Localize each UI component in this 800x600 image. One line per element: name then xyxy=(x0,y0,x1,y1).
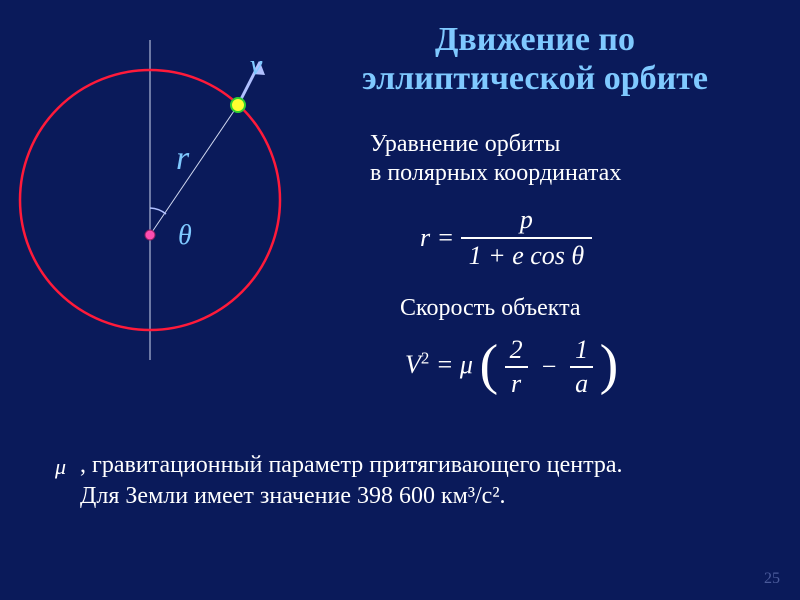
rparen-icon: ) xyxy=(600,337,619,393)
formula2-a-den: r xyxy=(505,368,528,399)
formula2-sup: 2 xyxy=(421,348,429,367)
formula1-lhs: r xyxy=(420,223,430,253)
formula2-b-num: 1 xyxy=(570,335,593,368)
radius-line xyxy=(150,105,238,235)
page-number: 25 xyxy=(764,570,780,588)
subtitle-velocity: Скорость объекта xyxy=(400,295,581,322)
title-line2: эллиптической орбите xyxy=(362,60,708,97)
orbit-svg xyxy=(10,20,310,360)
formula2-eq: = μ xyxy=(436,350,480,379)
formula1-num: p xyxy=(461,205,593,239)
mu-symbol: μ xyxy=(55,454,66,480)
label-theta: θ xyxy=(178,220,192,252)
title-line1: Движение по xyxy=(435,21,635,58)
formula1-eq: = xyxy=(437,223,455,253)
formula2-frac-b: 1 a xyxy=(570,335,593,399)
subtitle1-line1: Уравнение орбиты xyxy=(370,131,560,157)
subtitle1-line2: в полярных координатах xyxy=(370,160,621,186)
formula-velocity: V2 = μ ( 2 r − 1 a ) xyxy=(405,335,618,399)
formula2-frac-a: 2 r xyxy=(505,335,528,399)
formula1-den: 1 + e cos θ xyxy=(461,239,593,271)
body-line2: Для Земли имеет значение 398 600 км³/с². xyxy=(80,483,506,509)
label-r: r xyxy=(176,140,189,178)
formula-orbit: r = p 1 + e cos θ xyxy=(420,205,592,271)
orbit-diagram: v r θ xyxy=(10,20,310,350)
formula2-minus: − xyxy=(534,352,564,382)
slide-title: Движение по эллиптической орбите xyxy=(300,20,770,98)
label-v: v xyxy=(250,50,262,82)
angle-arc xyxy=(150,208,166,214)
satellite-point xyxy=(231,98,245,112)
body-line1: , гравитационный параметр притягивающего… xyxy=(80,452,623,478)
formula2-b-den: a xyxy=(570,368,593,399)
lparen-icon: ( xyxy=(479,337,498,393)
formula2-lhs: V xyxy=(405,350,421,379)
focus-point xyxy=(145,230,155,240)
slide: v r θ Движение по эллиптической орбите У… xyxy=(0,0,800,600)
formula1-fraction: p 1 + e cos θ xyxy=(461,205,593,271)
body-text: , гравитационный параметр притягивающего… xyxy=(80,450,760,512)
formula2-a-num: 2 xyxy=(505,335,528,368)
subtitle-orbit-equation: Уравнение орбиты в полярных координатах xyxy=(370,130,760,188)
